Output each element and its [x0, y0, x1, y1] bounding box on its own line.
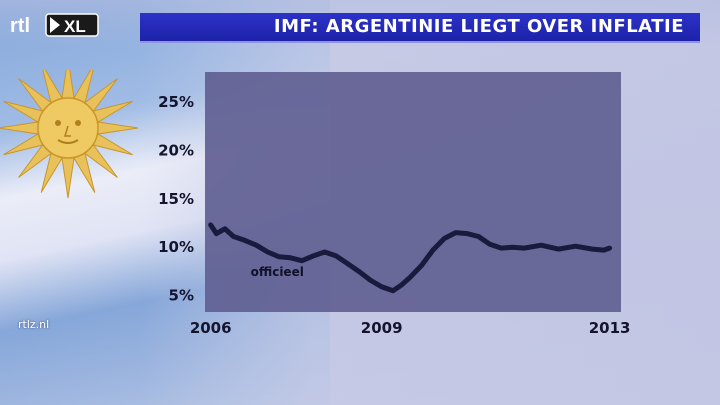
rtl-xl-logo: rtl XL: [10, 13, 99, 37]
x-tick-label: 2013: [589, 319, 631, 337]
x-tick-label: 2006: [190, 319, 232, 337]
chart-annotations: officieel: [251, 265, 304, 279]
series-line-officieel: [208, 222, 613, 294]
svg-text:rtl: rtl: [10, 15, 30, 37]
x-axis-ticks: 2006 2009 2013: [190, 319, 631, 337]
svg-text:XL: XL: [64, 17, 86, 36]
y-tick-label: 5%: [169, 287, 194, 305]
y-tick-label: 15%: [158, 190, 194, 208]
source-label: rtlz.nl: [18, 318, 50, 331]
y-tick-label: 10%: [158, 238, 194, 256]
y-axis-ticks: 25% 20% 15% 10% 5%: [158, 93, 194, 305]
y-tick-label: 20%: [158, 141, 194, 159]
title-bar: IMF: ARGENTINIE LIEGT OVER INFLATIE: [140, 13, 700, 43]
annotation-officieel: officieel: [251, 265, 304, 279]
sun-of-may-icon: [0, 70, 139, 199]
page-title: IMF: ARGENTINIE LIEGT OVER INFLATIE: [273, 16, 684, 37]
x-tick-label: 2009: [361, 319, 403, 337]
y-tick-label: 25%: [158, 93, 194, 111]
